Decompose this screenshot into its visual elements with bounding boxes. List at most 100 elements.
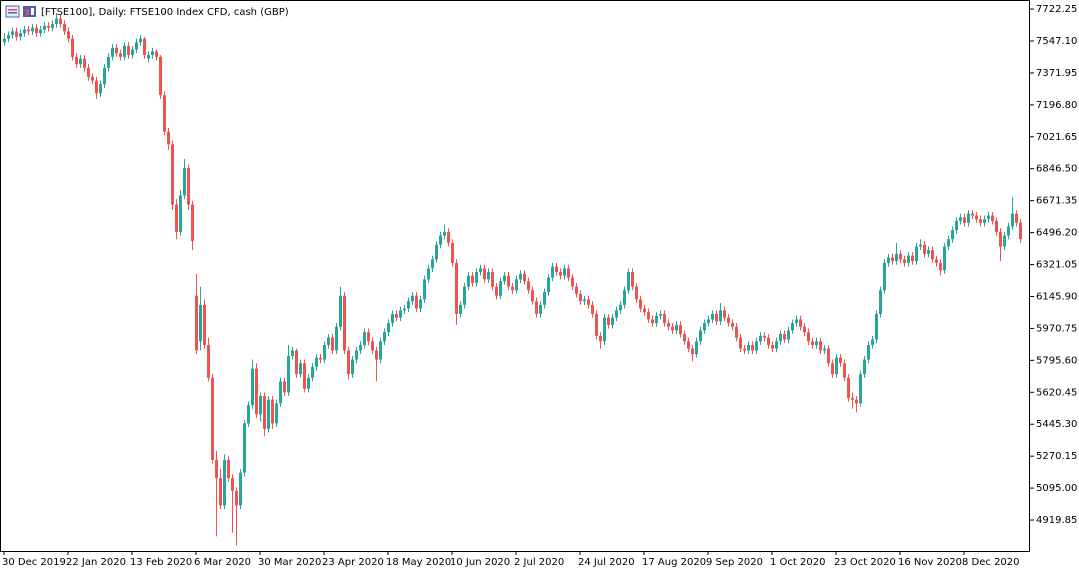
candle-body — [515, 279, 518, 291]
candle-body — [607, 317, 610, 325]
candle-body — [123, 45, 126, 57]
candle-body — [411, 295, 414, 302]
candle-body — [783, 334, 786, 340]
candle-body — [691, 348, 694, 355]
candle-body — [487, 272, 490, 280]
candle-body — [323, 344, 326, 360]
candle-body — [115, 47, 118, 54]
candle-body — [799, 319, 802, 327]
x-tick-label: 30 Mar 2020 — [258, 557, 321, 568]
candle-body — [67, 31, 70, 39]
candle-body — [747, 344, 750, 351]
x-tick-label: 10 Jun 2020 — [450, 557, 510, 568]
candle-body — [743, 348, 746, 351]
candle-body — [19, 33, 22, 37]
candle-body — [267, 399, 270, 429]
candle-body — [511, 286, 514, 291]
y-tick-label: 6145.90 — [1036, 291, 1077, 302]
candle-body — [39, 29, 42, 34]
candle-body — [331, 337, 334, 351]
candle-body — [359, 344, 362, 351]
candle-body — [147, 55, 150, 59]
candle-body — [599, 335, 602, 342]
candle-body — [483, 268, 486, 280]
candle-body — [91, 76, 94, 81]
candle-body — [983, 219, 986, 223]
candle-body — [55, 18, 58, 25]
candle-body — [535, 301, 538, 314]
candle-body — [939, 262, 942, 271]
candle-body — [579, 293, 582, 302]
candle-body — [775, 341, 778, 349]
candle-body — [211, 377, 214, 460]
candle-body — [539, 304, 542, 314]
candle-body — [755, 341, 758, 351]
candle-body — [967, 213, 970, 223]
candle-body — [499, 281, 502, 296]
candle-body — [791, 323, 794, 331]
candle-body — [387, 323, 390, 333]
candle-body — [603, 317, 606, 342]
candle-body — [843, 363, 846, 378]
x-tick-label: 6 Mar 2020 — [194, 557, 251, 568]
candle-body — [151, 51, 154, 56]
candle-body — [619, 304, 622, 311]
candle-body — [647, 312, 650, 320]
candle-body — [319, 357, 322, 360]
candle-body — [795, 319, 798, 324]
candle-body — [803, 326, 806, 333]
candle-body — [883, 262, 886, 291]
y-tick-label: 7547.10 — [1036, 36, 1077, 47]
candle-body — [947, 239, 950, 247]
y-tick-label: 7021.65 — [1036, 132, 1077, 143]
candle-body — [891, 257, 894, 262]
candle-body — [955, 220, 958, 231]
candle-body — [455, 262, 458, 314]
candle-body — [107, 56, 110, 68]
candle-body — [1003, 235, 1006, 247]
candle-body — [655, 315, 658, 324]
x-tick-label: 13 Feb 2020 — [130, 557, 192, 568]
candle-body — [351, 359, 354, 375]
x-tick-label: 23 Apr 2020 — [322, 557, 384, 568]
candle-body — [299, 363, 302, 375]
x-tick-label: 17 Aug 2020 — [642, 557, 706, 568]
x-tick-label: 30 Dec 2019 — [2, 557, 66, 568]
candle-body — [159, 56, 162, 96]
candle-body — [131, 49, 134, 56]
candle-body — [871, 339, 874, 345]
candle-body — [759, 335, 762, 342]
candle-body — [611, 317, 614, 325]
candle-body — [1011, 213, 1014, 227]
candle-body — [23, 29, 26, 34]
candle-body — [903, 259, 906, 263]
candle-body — [283, 381, 286, 393]
candle-body — [35, 27, 38, 34]
candle-body — [51, 24, 54, 28]
candle-body — [199, 304, 202, 342]
candle-body — [47, 25, 50, 28]
candle-body — [639, 299, 642, 309]
candle-body — [371, 341, 374, 351]
x-tick-label: 9 Sep 2020 — [706, 557, 763, 568]
candle-body — [167, 131, 170, 145]
candle-body — [907, 255, 910, 263]
candle-body — [363, 332, 366, 345]
candle-body — [423, 279, 426, 300]
candle-body — [495, 286, 498, 296]
x-tick-label: 24 Jul 2020 — [578, 557, 635, 568]
candle-body — [711, 313, 714, 320]
candle-body — [815, 341, 818, 345]
candle-body — [103, 67, 106, 85]
candle-body — [731, 323, 734, 327]
y-tick-label: 7371.95 — [1036, 68, 1077, 79]
chart-title: [FTSE100], Daily: FTSE100 Index CFD, cas… — [41, 7, 289, 18]
candle-body — [771, 344, 774, 349]
candle-body — [83, 58, 86, 68]
candle-body — [959, 217, 962, 221]
candle-body — [831, 363, 834, 375]
candle-body — [163, 95, 166, 132]
candle-body — [419, 299, 422, 309]
candle-body — [383, 332, 386, 342]
candle-body — [127, 45, 130, 56]
